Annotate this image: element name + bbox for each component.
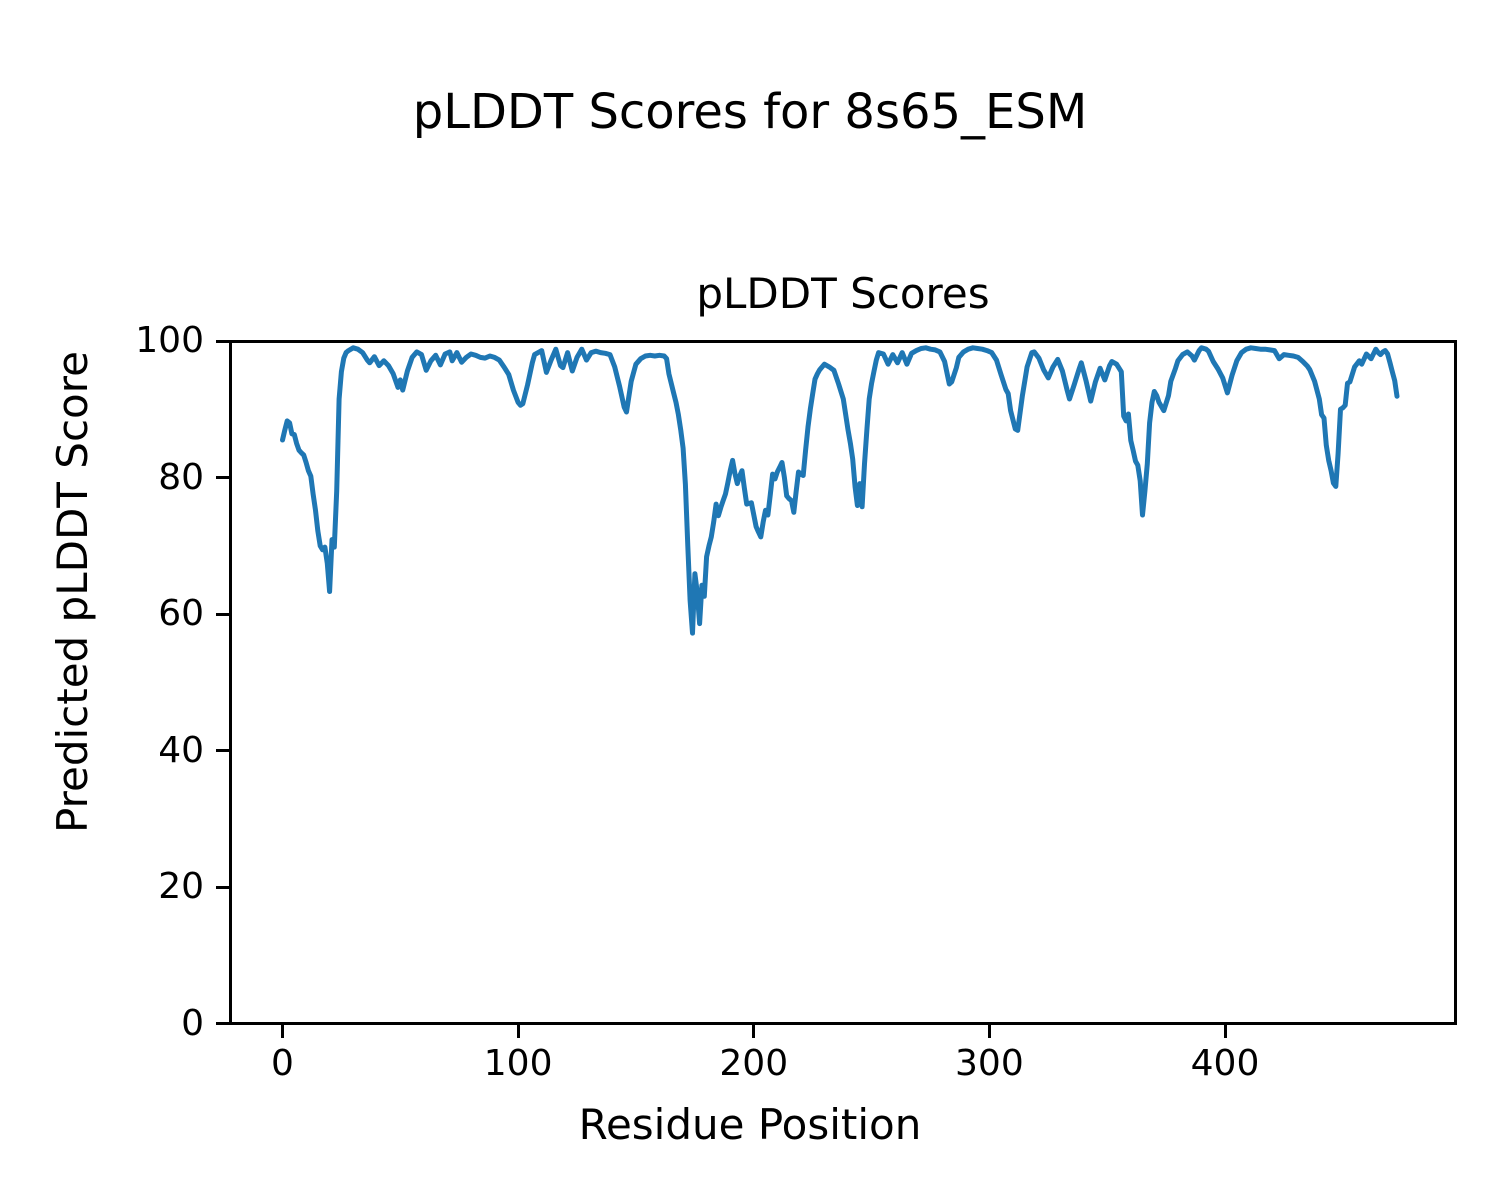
y-tick-mark bbox=[216, 749, 229, 752]
x-tick-mark bbox=[516, 1025, 520, 1038]
x-tick-mark bbox=[987, 1025, 991, 1038]
y-tick-mark bbox=[216, 476, 229, 479]
x-tick-label: 300 bbox=[955, 1043, 1024, 1084]
x-tick-label: 200 bbox=[719, 1043, 789, 1084]
y-tick-mark bbox=[216, 612, 229, 616]
plddt-series-line bbox=[280, 345, 1400, 636]
y-tick-label: 100 bbox=[135, 320, 204, 361]
y-tick-mark bbox=[216, 885, 229, 889]
y-tick-mark bbox=[216, 1022, 229, 1025]
y-tick-label: 0 bbox=[181, 1002, 204, 1044]
y-tick-label: 80 bbox=[158, 456, 204, 498]
x-tick-mark bbox=[1223, 1025, 1227, 1038]
x-tick-label: 400 bbox=[1190, 1043, 1260, 1084]
plot-area bbox=[229, 340, 1457, 1025]
x-axis-label: Residue Position bbox=[578, 1100, 922, 1149]
y-tick-label: 20 bbox=[158, 866, 204, 907]
y-tick-mark bbox=[216, 339, 229, 343]
x-tick-label: 0 bbox=[271, 1043, 294, 1084]
y-tick-label: 60 bbox=[158, 593, 204, 634]
figure-suptitle: pLDDT Scores for 8s65_ESM bbox=[412, 84, 1088, 140]
plddt-line-chart bbox=[280, 345, 1400, 636]
y-tick-label: 40 bbox=[158, 729, 204, 771]
x-tick-mark bbox=[752, 1025, 756, 1038]
x-tick-mark bbox=[281, 1025, 284, 1038]
x-tick-label: 100 bbox=[483, 1043, 553, 1084]
axes-title: pLDDT Scores bbox=[696, 269, 990, 318]
